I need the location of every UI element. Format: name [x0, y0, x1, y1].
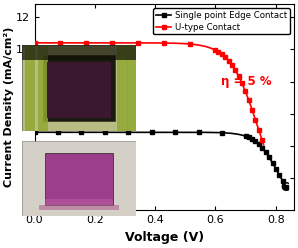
Bar: [47, 62, 111, 119]
Legend: Single point Edge Contact, U-type Contact: Single point Edge Contact, U-type Contac…: [153, 8, 290, 34]
Bar: [45, 199, 113, 205]
Bar: [127, 45, 137, 131]
Bar: [25, 45, 35, 131]
X-axis label: Voltage (V): Voltage (V): [125, 231, 204, 244]
Bar: [43, 55, 115, 121]
Bar: [38, 45, 48, 131]
Text: C: C: [280, 181, 289, 194]
Bar: [22, 45, 136, 60]
Y-axis label: Current Density (mA/cm²): Current Density (mA/cm²): [4, 27, 14, 187]
Bar: [45, 153, 113, 205]
Bar: [117, 45, 128, 131]
Text: η = 5 %: η = 5 %: [221, 75, 272, 88]
Bar: [39, 205, 119, 210]
